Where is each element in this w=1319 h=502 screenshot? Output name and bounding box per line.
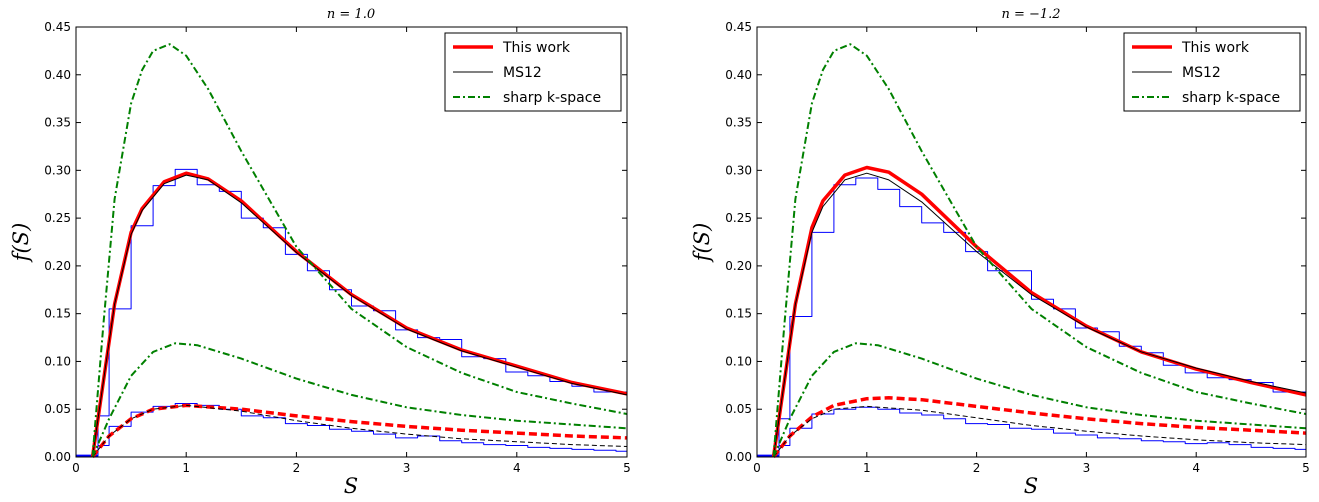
y-tick-label: 0.10 bbox=[44, 354, 71, 368]
legend: This work MS12 sharp k-space bbox=[444, 32, 622, 112]
plot-area bbox=[757, 43, 1307, 459]
x-tick-label: 5 bbox=[1302, 461, 1310, 475]
y-tick-label: 0.40 bbox=[725, 68, 752, 82]
chart-panel-right: n = −1.2 0 1 2 3 4 5 0.00 0.05 0.10 0.15 0.20 0.25… bbox=[690, 7, 1310, 498]
series-this-work-lower bbox=[772, 396, 1307, 459]
x-tick-label: 5 bbox=[623, 461, 631, 475]
y-tick-label: 0.05 bbox=[44, 402, 71, 416]
x-tick-label: 2 bbox=[293, 461, 301, 475]
plot-area bbox=[76, 43, 628, 459]
y-tick-label: 0.25 bbox=[44, 211, 71, 225]
plot-frame bbox=[756, 26, 1307, 458]
x-tick-label: 1 bbox=[863, 461, 871, 475]
series-histogram-total bbox=[76, 168, 627, 456]
legend-label-ms12: MS12 bbox=[1182, 65, 1221, 81]
y-tick-label: 0.05 bbox=[725, 402, 752, 416]
legend-label-this-work: This work bbox=[1181, 40, 1250, 56]
y-ticks: 0.00 0.05 0.10 0.15 0.20 0.25 0.30 0.35 0.40 0.45 bbox=[725, 20, 1306, 464]
series-this-work-lower bbox=[91, 403, 628, 459]
x-tick-label: 3 bbox=[403, 461, 411, 475]
x-ticks: 0 1 2 3 4 5 bbox=[72, 27, 631, 475]
y-tick-label: 0.15 bbox=[44, 307, 71, 321]
series-ms12-lower bbox=[773, 405, 1307, 458]
plot-frame bbox=[75, 26, 628, 458]
series-histogram-total bbox=[757, 177, 1306, 456]
x-axis-label: S bbox=[344, 474, 358, 498]
series-sharp-k-space-total bbox=[91, 43, 628, 458]
series-sharp-k-space-lower bbox=[772, 342, 1307, 458]
y-tick-label: 0.10 bbox=[725, 354, 752, 368]
legend-label-sharp-k-space: sharp k-space bbox=[1182, 90, 1280, 106]
x-ticks: 0 1 2 3 4 5 bbox=[753, 27, 1310, 475]
y-tick-label: 0.20 bbox=[44, 259, 71, 273]
x-tick-label: 0 bbox=[753, 461, 761, 475]
x-tick-label: 1 bbox=[182, 461, 190, 475]
y-tick-label: 0.40 bbox=[44, 68, 71, 82]
y-tick-label: 0.25 bbox=[725, 211, 752, 225]
x-tick-label: 4 bbox=[513, 461, 521, 475]
y-tick-label: 0.00 bbox=[725, 450, 752, 464]
legend-label-ms12: MS12 bbox=[503, 65, 542, 81]
series-histogram-lower bbox=[76, 403, 627, 457]
chart-title: n = −1.2 bbox=[1001, 7, 1060, 22]
series-sharp-k-space-lower bbox=[91, 342, 628, 458]
series-histogram-lower bbox=[757, 406, 1306, 457]
y-axis-label: f(S) bbox=[690, 223, 714, 264]
y-tick-label: 0.00 bbox=[44, 450, 71, 464]
y-tick-label: 0.15 bbox=[725, 307, 752, 321]
chart-title: n = 1.0 bbox=[327, 7, 375, 22]
x-tick-label: 2 bbox=[973, 461, 981, 475]
series-ms12-total bbox=[773, 172, 1307, 458]
y-tick-label: 0.35 bbox=[725, 116, 752, 130]
legend-label-this-work: This work bbox=[502, 40, 571, 56]
y-tick-label: 0.20 bbox=[725, 259, 752, 273]
x-tick-label: 0 bbox=[72, 461, 80, 475]
x-tick-label: 4 bbox=[1192, 461, 1200, 475]
series-ms12-lower bbox=[92, 404, 628, 458]
y-tick-label: 0.45 bbox=[725, 20, 752, 34]
legend: This work MS12 sharp k-space bbox=[1123, 32, 1301, 112]
y-tick-label: 0.45 bbox=[44, 20, 71, 34]
y-tick-label: 0.30 bbox=[725, 163, 752, 177]
legend-label-sharp-k-space: sharp k-space bbox=[503, 90, 601, 106]
series-sharp-k-space-total bbox=[772, 43, 1307, 458]
y-axis-label: f(S) bbox=[9, 223, 33, 264]
y-ticks: 0.00 0.05 0.10 0.15 0.20 0.25 0.30 0.35 0.40 0.45 bbox=[44, 20, 627, 464]
y-tick-label: 0.30 bbox=[44, 163, 71, 177]
x-axis-label: S bbox=[1024, 474, 1038, 498]
y-tick-label: 0.35 bbox=[44, 116, 71, 130]
x-tick-label: 3 bbox=[1083, 461, 1091, 475]
series-ms12-total bbox=[92, 174, 628, 458]
